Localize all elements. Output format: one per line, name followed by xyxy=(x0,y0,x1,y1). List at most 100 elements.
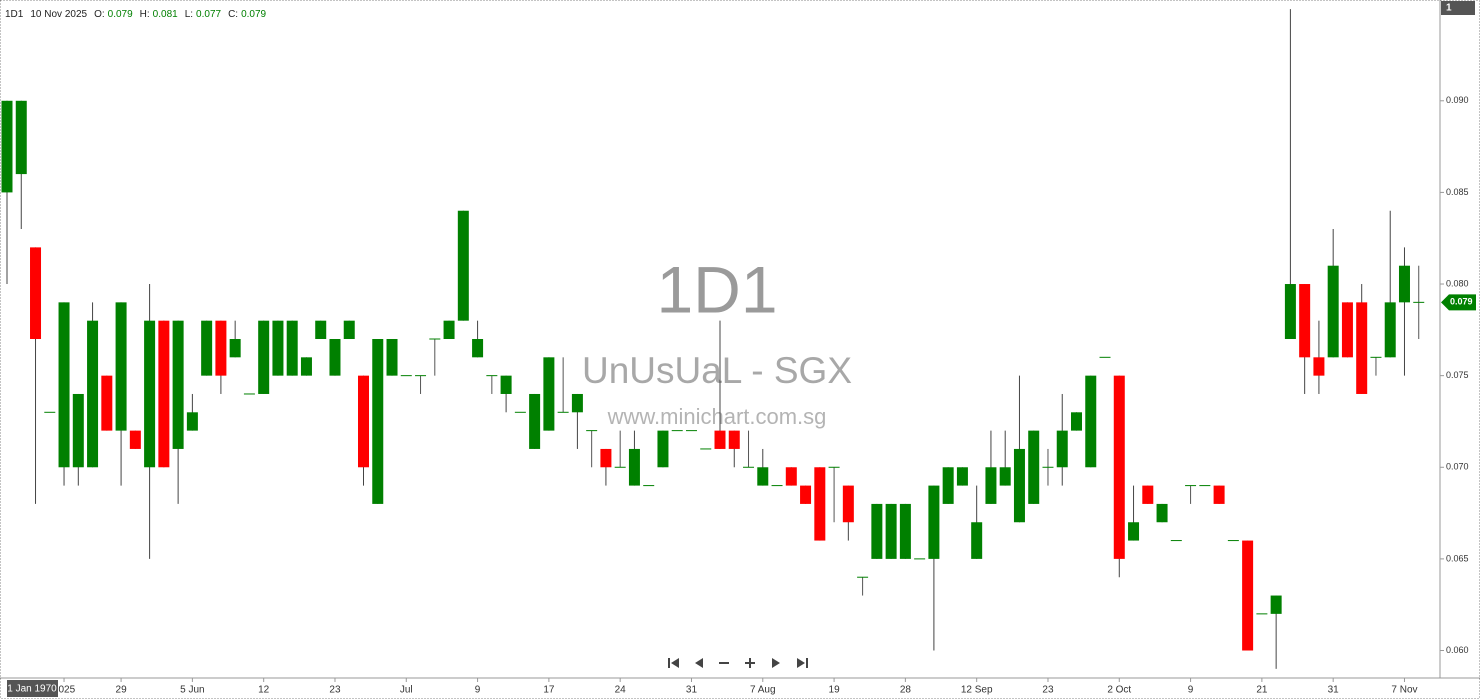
candle-body xyxy=(1085,375,1097,468)
candle-body xyxy=(101,375,113,431)
y-tick-label: 0.085 xyxy=(1446,187,1469,197)
candle-body xyxy=(30,247,42,339)
x-tick-label: 21 xyxy=(1256,685,1268,696)
header: 1D1 10 Nov 2025 O: 0.079 H: 0.081 L: 0.077 … xyxy=(5,9,266,20)
candle-body xyxy=(443,320,455,339)
candle-body xyxy=(1384,302,1396,358)
candle-body xyxy=(229,339,241,358)
nav-last[interactable] xyxy=(797,658,808,668)
candle-body xyxy=(386,339,398,376)
candle-body xyxy=(628,448,640,486)
candle-body xyxy=(1313,357,1325,376)
top-label: 1 xyxy=(1446,3,1452,14)
candle-body xyxy=(971,522,983,559)
y-tick-label: 0.090 xyxy=(1446,95,1469,105)
candle-body xyxy=(571,393,583,413)
top-label-box xyxy=(1441,1,1475,15)
candle-body xyxy=(714,430,726,449)
candle-body xyxy=(1013,448,1025,523)
watermark-symbol: 1D1 xyxy=(656,252,777,326)
candle-body xyxy=(728,430,740,449)
last-price-label: 0.079 xyxy=(1450,297,1473,307)
candle-body xyxy=(600,448,612,468)
nav-zoom-in[interactable] xyxy=(745,658,755,668)
x-tick-label: 31 xyxy=(686,685,698,696)
date-marker: 1 Jan 1970 xyxy=(7,684,57,695)
candle-body xyxy=(871,503,883,559)
x-tick-label: 28 xyxy=(900,685,912,696)
y-tick-label: 0.065 xyxy=(1446,553,1469,563)
ohlc-value: 0.077 xyxy=(196,9,222,20)
candle-body xyxy=(1341,302,1353,358)
candle-body xyxy=(1128,522,1140,541)
candle-body xyxy=(158,320,170,468)
candle-body xyxy=(1270,595,1282,614)
x-tick-label: 31 xyxy=(1328,685,1340,696)
candle-body xyxy=(814,467,826,541)
ohlc-label: L: xyxy=(184,9,194,20)
candle-body xyxy=(1398,265,1410,303)
watermark-name: UnUsUaL - SGX xyxy=(582,350,852,391)
candle-body xyxy=(985,467,997,504)
x-tick-label: 7 Aug xyxy=(750,685,776,696)
ohlc-label: H: xyxy=(139,9,150,20)
x-tick-label: 9 xyxy=(475,685,481,696)
candle-body xyxy=(800,485,812,504)
candle-body xyxy=(372,339,384,504)
y-tick-label: 0.060 xyxy=(1446,645,1469,655)
x-tick-label: 12 xyxy=(258,685,270,696)
candle-body xyxy=(87,320,99,468)
x-tick-label: Jul xyxy=(400,685,413,696)
candle-body xyxy=(657,430,669,468)
candle-body xyxy=(186,412,198,431)
ohlc-value: 0.081 xyxy=(152,9,178,20)
nav-first[interactable] xyxy=(668,658,679,668)
candle-body xyxy=(472,339,484,358)
candle-body xyxy=(1284,284,1296,339)
x-tick-label: 17 xyxy=(543,685,555,696)
symbol: 1D1 xyxy=(5,9,24,20)
candle-body xyxy=(272,320,284,376)
x-tick-label: 12 Sep xyxy=(961,685,993,696)
candle-body xyxy=(258,320,270,394)
candle-body xyxy=(172,320,184,449)
watermark-site: www.minichart.com.sg xyxy=(607,404,827,429)
x-tick-label: 19 xyxy=(829,685,841,696)
candle-body xyxy=(1242,540,1254,651)
candle-body xyxy=(928,485,940,559)
candle-body xyxy=(885,503,897,559)
candle-body xyxy=(201,320,213,376)
candle-body xyxy=(115,302,127,431)
date: 10 Nov 2025 xyxy=(30,9,88,20)
candle-body xyxy=(785,467,797,486)
nav-next[interactable] xyxy=(772,658,780,668)
x-tick-label: 5 Jun xyxy=(180,685,204,696)
candle-body xyxy=(329,339,341,376)
candle-body xyxy=(1327,265,1339,358)
y-tick-label: 0.080 xyxy=(1446,278,1469,288)
candle-body xyxy=(15,100,27,175)
candle-body xyxy=(1142,485,1154,504)
candle-body xyxy=(58,302,70,468)
ohlc-label: O: xyxy=(94,9,105,20)
candle-body xyxy=(899,503,911,559)
y-tick-label: 0.070 xyxy=(1446,462,1469,472)
candle-body xyxy=(1356,302,1368,394)
candle-body xyxy=(315,320,327,339)
candle-body xyxy=(144,320,156,468)
candle-body xyxy=(999,467,1011,486)
candle-body xyxy=(942,467,954,504)
candle-body xyxy=(842,485,854,523)
candle-body xyxy=(1,100,13,193)
candle-body xyxy=(457,210,469,321)
x-tick-label: 24 xyxy=(615,685,627,696)
nav-zoom-out[interactable] xyxy=(719,662,729,664)
x-tick-label: 23 xyxy=(1042,685,1054,696)
nav-prev[interactable] xyxy=(695,658,703,668)
candle-body xyxy=(757,467,769,486)
ohlc-label: C: xyxy=(228,9,239,20)
candles xyxy=(1,9,1425,669)
candle-body xyxy=(1213,485,1225,504)
ohlc-value: 0.079 xyxy=(241,9,267,20)
